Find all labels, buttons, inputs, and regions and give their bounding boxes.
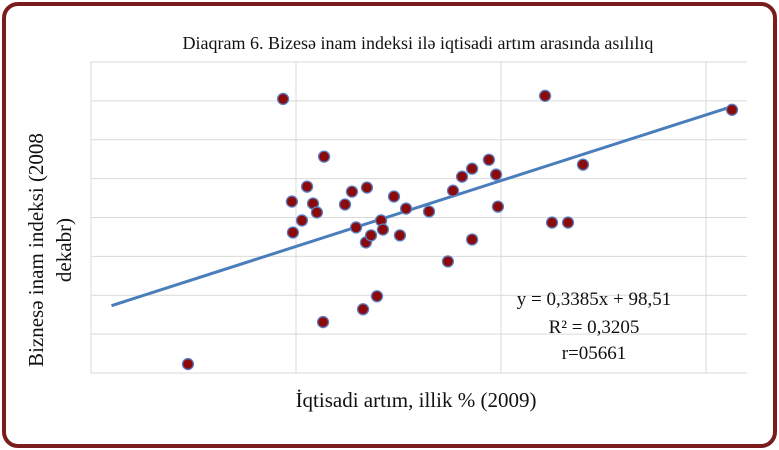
scatter-point bbox=[349, 221, 363, 234]
scatter-point bbox=[482, 153, 496, 166]
scatter-point bbox=[316, 315, 330, 329]
scatter-point bbox=[356, 303, 370, 316]
chart bbox=[90, 61, 747, 374]
x-axis-label: İqtisadi artım, illik % (2009) bbox=[295, 388, 537, 412]
scatter-point bbox=[295, 214, 309, 227]
y-axis-label: Biznesə inam indeksi (2008 dekabr) bbox=[24, 133, 76, 367]
scatter-point bbox=[561, 216, 575, 229]
scatter-point bbox=[538, 89, 552, 102]
scatter-point bbox=[310, 206, 324, 219]
scatter-point bbox=[376, 223, 390, 236]
scatter-point bbox=[465, 233, 479, 246]
annotation: R² = 0,3205 bbox=[548, 317, 640, 338]
scatter-point bbox=[276, 92, 290, 106]
scatter-point bbox=[286, 226, 300, 239]
scatter-point bbox=[441, 255, 455, 268]
scatter-point bbox=[489, 168, 503, 181]
scatter-point bbox=[317, 150, 331, 163]
scatter-point bbox=[422, 205, 436, 218]
trendline bbox=[111, 105, 733, 308]
scatter-point bbox=[360, 181, 374, 194]
scatter-point bbox=[285, 195, 299, 208]
annotation: r=05661 bbox=[561, 343, 627, 364]
scatter-point bbox=[545, 216, 559, 229]
scatter-point bbox=[338, 198, 352, 211]
scatter-point bbox=[725, 103, 739, 116]
scatter-point bbox=[455, 170, 469, 183]
annotation: y = 0,3385x + 98,51 bbox=[516, 289, 672, 310]
scatter-point bbox=[576, 158, 590, 171]
scatter-point bbox=[446, 184, 460, 197]
scatter-point bbox=[300, 180, 314, 193]
scatter-point bbox=[399, 202, 413, 215]
scatter-point bbox=[393, 229, 407, 242]
scatter-point bbox=[345, 185, 359, 198]
scatter-point bbox=[491, 200, 505, 213]
scatter-point bbox=[465, 162, 479, 175]
scatter-point bbox=[364, 229, 378, 242]
scatter-point bbox=[387, 190, 401, 203]
scatter-point bbox=[370, 290, 384, 303]
scatter-point bbox=[181, 357, 195, 371]
chart-title: Diaqram 6. Bizesə inam indeksi ilə iqtis… bbox=[182, 33, 654, 53]
